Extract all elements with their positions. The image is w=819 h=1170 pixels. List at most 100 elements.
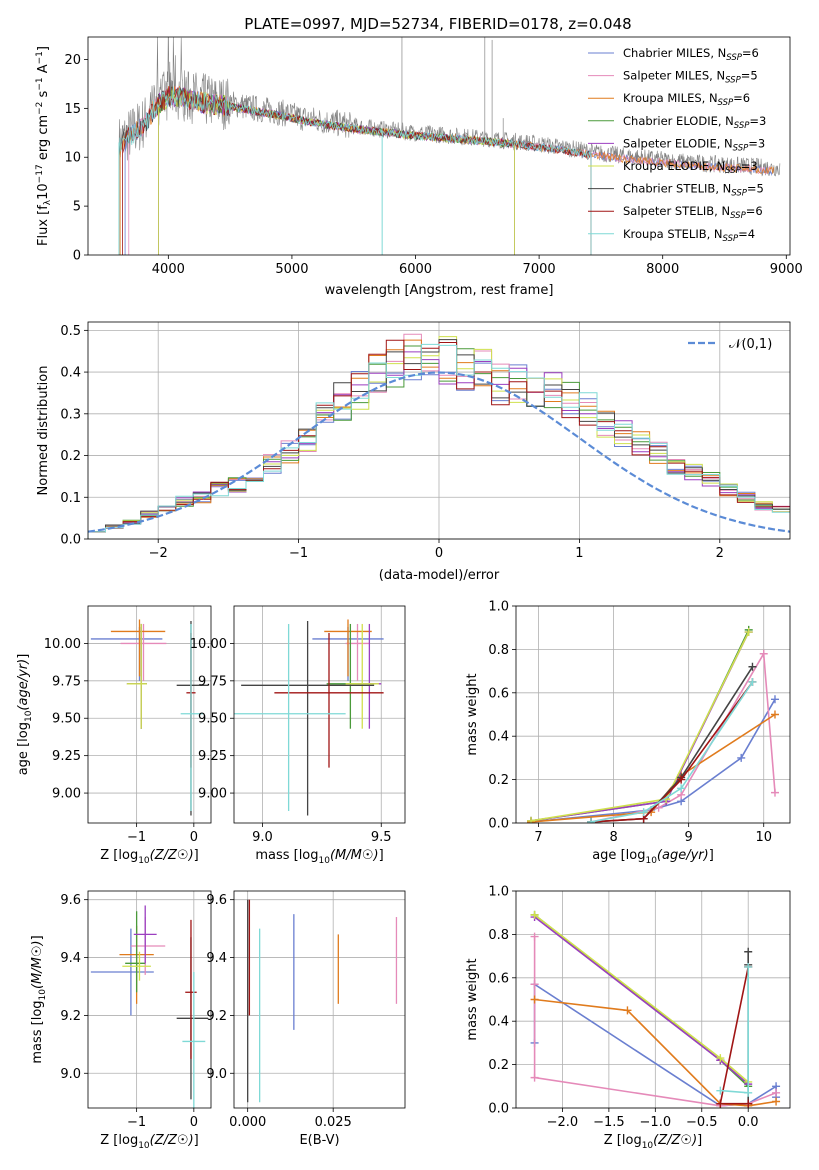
y-tick-label: 15 — [64, 102, 81, 117]
plot-area — [90, 905, 209, 1108]
y-axis-label: Flux [fλ10−17 erg cm−2 s−1 A−1] — [35, 46, 53, 246]
x-tick-label: 8000 — [646, 262, 679, 277]
x-axis-label: E(B-V) — [299, 1133, 339, 1148]
data-point-marker — [770, 695, 779, 704]
plot-area — [88, 333, 790, 539]
legend-count: =6 — [742, 46, 759, 60]
label-part: age [log — [592, 848, 645, 863]
x-tick-label: −2.0 — [547, 1115, 579, 1130]
y-tick-label: 5 — [73, 200, 81, 215]
legend-count: =3 — [741, 159, 758, 173]
x-axis-label: mass [log10(M/M☉)] — [255, 848, 383, 866]
series-line-salpeter-elodie — [530, 631, 750, 822]
x-tick-label: 0 — [435, 546, 443, 561]
x-tick-label: −1.5 — [593, 1115, 625, 1130]
y-tick-label: 0.0 — [488, 817, 509, 832]
data-point-marker — [772, 1088, 781, 1097]
x-tick-label: 9.0 — [252, 830, 273, 845]
x-tick-label: −1.0 — [640, 1115, 672, 1130]
data-point-marker — [759, 649, 768, 658]
data-point-marker — [748, 662, 757, 671]
label-part: (M/M☉) — [30, 940, 45, 989]
y-tick-label: 9.00 — [198, 787, 227, 802]
label-part: (age/yr) — [657, 848, 709, 863]
y-tick-label: 9.50 — [198, 712, 227, 727]
label-part: s — [36, 90, 51, 101]
histogram-kroupa-stelib — [88, 343, 790, 539]
legend-count: =3 — [749, 114, 766, 128]
axes-frame — [87, 36, 791, 256]
data-point-marker — [770, 710, 779, 719]
y-tick-label: 9.6 — [60, 893, 81, 908]
x-tick-label: 6000 — [399, 262, 432, 277]
y-tick-label: 0.2 — [488, 773, 509, 788]
normal-distribution-curve — [88, 371, 790, 533]
label-part: (Z/Z☉) — [150, 848, 194, 863]
label-part: (M/M☉) — [330, 848, 379, 863]
legend-entry: 𝒩(0,1) — [729, 337, 772, 352]
axes-frame — [515, 890, 791, 1109]
legend-entry: Chabrier ELODIE, NSSP=3 — [623, 114, 766, 131]
legend-count: =6 — [733, 91, 750, 105]
x-axis-label: Z [log10(Z/Z☉)] — [604, 1133, 702, 1151]
y-tick-label: 9.2 — [206, 1009, 227, 1024]
data-point-marker — [744, 1088, 753, 1097]
y-tick-label: 0.4 — [488, 1015, 509, 1030]
x-tick-label: −1 — [289, 546, 308, 561]
y-tick-label: 0.2 — [60, 449, 81, 464]
data-point-marker — [530, 910, 539, 919]
spectrum-panel: 4000 5000 6000 7000 8000 9000 0 5 10 15 20 waveleng… — [35, 36, 803, 298]
plot-area — [247, 899, 398, 1103]
legend-sub: SSP — [733, 143, 749, 153]
data-point-marker — [744, 628, 753, 637]
y-tick-label: 9.75 — [52, 674, 81, 689]
data-point-marker — [770, 788, 779, 797]
label-part: ] — [697, 1133, 702, 1148]
x-tick-label: 0.0 — [738, 1115, 759, 1130]
x-tick-label: 0.025 — [315, 1115, 352, 1130]
y-tick-label: 0.2 — [488, 1058, 509, 1073]
data-point-marker — [527, 816, 536, 823]
y-tick-label: 1.0 — [488, 600, 509, 615]
label-part: A — [36, 64, 51, 77]
label-part: ] — [379, 848, 384, 863]
data-point-marker — [716, 1099, 725, 1108]
y-tick-label: 9.00 — [52, 787, 81, 802]
y-tick-label: 0.8 — [488, 928, 509, 943]
label-part: age [log — [16, 722, 31, 775]
data-point-marker — [772, 1097, 781, 1106]
label-part: ] — [36, 46, 51, 51]
legend-entry: Chabrier MILES, NSSP=6 — [623, 46, 759, 63]
y-tick-label: 9.4 — [206, 951, 227, 966]
data-point-marker — [530, 932, 539, 941]
legend-sub: SSP — [725, 76, 741, 86]
mass-vs-metallicity-panel: −1 09.09.29.49.6Z [log10(Z/Z☉)]mass [log1… — [30, 890, 212, 1151]
legend-entry: Chabrier STELIB, NSSP=5 — [623, 182, 764, 199]
legend-entry: Salpeter MILES, NSSP=5 — [623, 69, 758, 86]
x-tick-label: 0 — [190, 1115, 198, 1130]
data-point-marker — [716, 1054, 725, 1063]
residual-histogram-panel: −2 −1 0 1 2 0.0 0.1 0.2 0.3 0.4 0.5 (data-model)/er… — [36, 321, 791, 583]
y-tick-label: 0.4 — [60, 366, 81, 381]
plot-area — [527, 625, 779, 823]
legend-count: =4 — [738, 227, 755, 241]
data-point-marker — [677, 775, 686, 784]
legend-entry: Salpeter ELODIE, NSSP=3 — [623, 136, 765, 153]
axes-frame — [87, 321, 791, 540]
legend-name: Chabrier ELODIE, N — [623, 114, 734, 128]
data-point-marker — [587, 817, 596, 823]
legend-count: =5 — [747, 182, 764, 196]
data-point-marker — [639, 808, 648, 817]
data-point-marker — [716, 1086, 725, 1095]
y-tick-label: 9.2 — [60, 1009, 81, 1024]
y-tick-label: 0 — [73, 249, 81, 264]
y-tick-label: 20 — [64, 53, 81, 68]
data-point-marker — [744, 947, 753, 956]
label-part: (Z/Z☉) — [150, 1133, 194, 1148]
y-tick-label: 9.25 — [198, 749, 227, 764]
label-part: Z [log — [100, 848, 138, 863]
label-part: Z [log — [604, 1133, 642, 1148]
axes-frame — [87, 605, 212, 824]
x-tick-label: 4000 — [152, 262, 185, 277]
